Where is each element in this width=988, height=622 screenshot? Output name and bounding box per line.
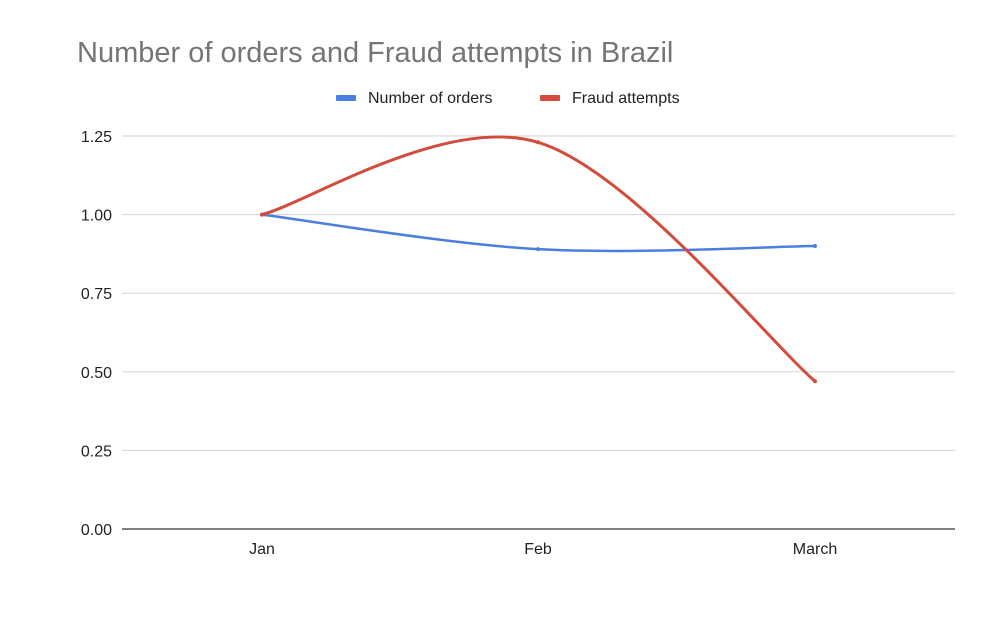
y-tick-label-0-75: 0.75 (81, 286, 112, 303)
legend-label-number-of-orders: Number of orders (368, 90, 493, 107)
series-line-number-of-orders (260, 213, 817, 253)
x-tick-label-jan: Jan (249, 541, 275, 558)
legend-swatch-number-of-orders (336, 95, 356, 101)
y-tick-label-0-00: 0.00 (81, 522, 112, 539)
y-tick-label-1-00: 1.00 (81, 208, 112, 225)
legend-label-fraud-attempts: Fraud attempts (572, 90, 680, 107)
y-tick-label-0-50: 0.50 (81, 365, 112, 382)
data-points (260, 140, 817, 384)
y-tick-label-0-25: 0.25 (81, 443, 112, 460)
series-line-fraud-attempts (260, 135, 817, 383)
gridlines (122, 135, 955, 451)
data-point-fraud-attempts-feb (536, 140, 540, 145)
data-point-number-of-orders-feb (536, 247, 540, 252)
chart-title: Number of orders and Fraud attempts in B… (77, 37, 673, 69)
data-point-number-of-orders-march (813, 244, 817, 249)
y-tick-label-1-25: 1.25 (81, 129, 112, 146)
y-axis-ticks: 0.00 0.25 0.50 0.75 1.00 1.25 (81, 129, 112, 539)
x-tick-label-feb: Feb (524, 541, 552, 558)
series-lines (260, 135, 817, 383)
x-axis-ticks: Jan Feb March (249, 541, 837, 558)
data-point-fraud-attempts-march (813, 379, 817, 384)
x-tick-label-march: March (793, 541, 837, 558)
legend-swatch-fraud-attempts (540, 95, 560, 101)
data-point-fraud-attempts-jan (260, 212, 264, 217)
legend: Number of orders Fraud attempts (336, 90, 680, 107)
